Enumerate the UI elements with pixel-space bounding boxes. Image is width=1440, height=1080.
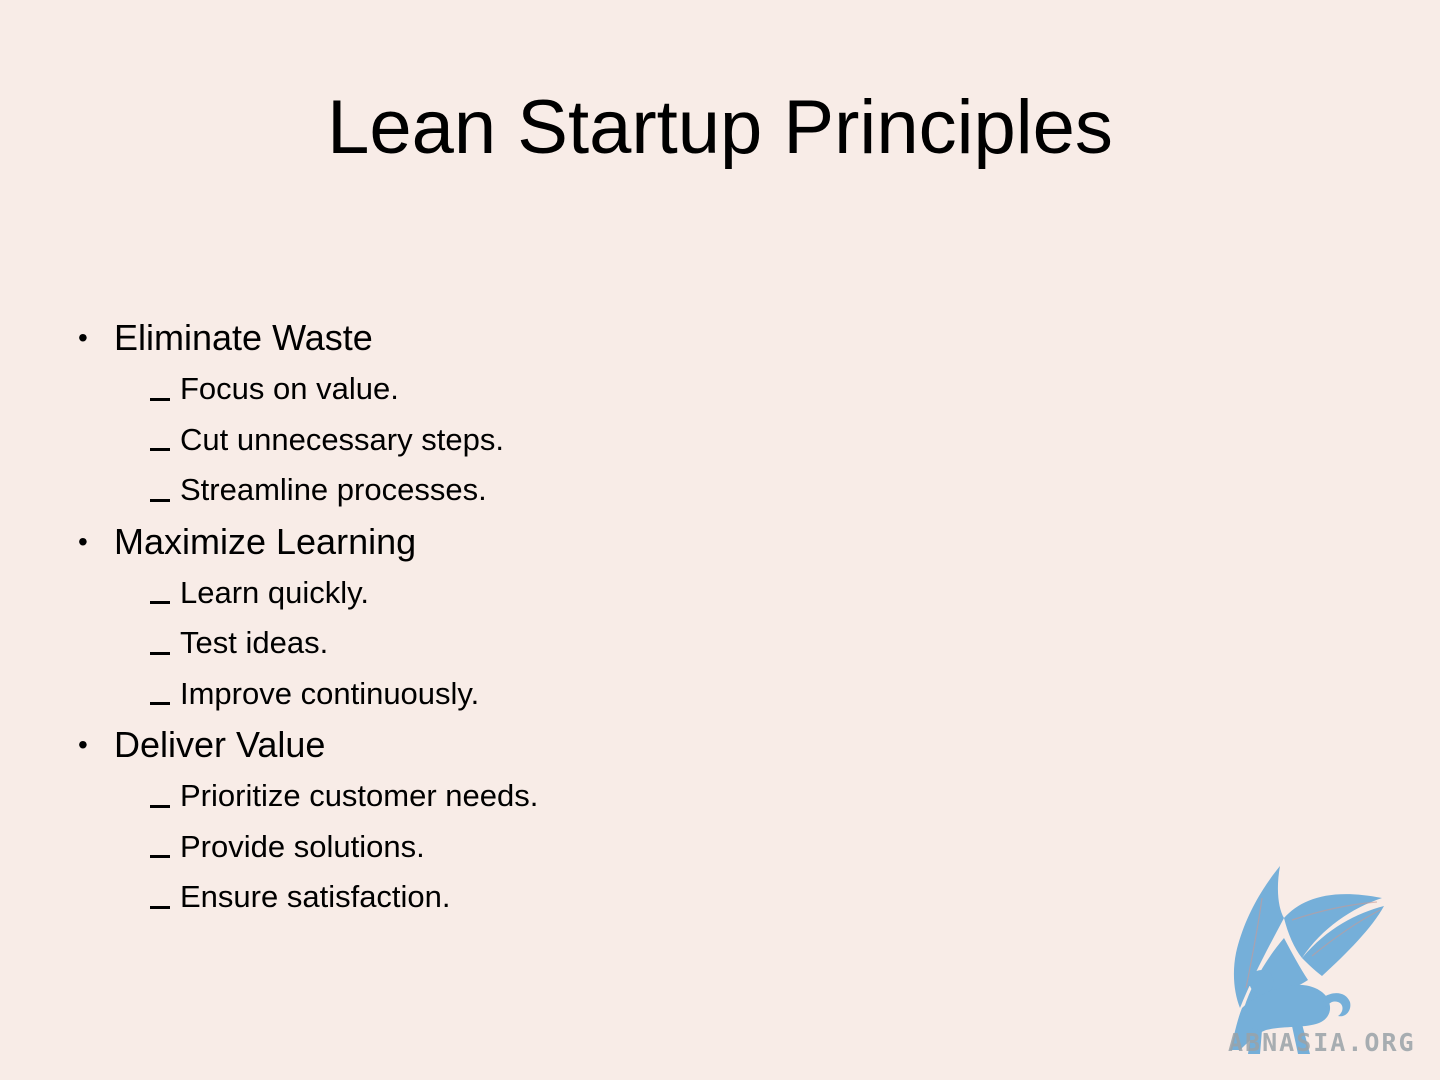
sub-bullet-item: Test ideas. bbox=[78, 618, 978, 669]
sub-bullet-text: Streamline processes. bbox=[180, 472, 487, 508]
dash-icon bbox=[150, 651, 170, 655]
bullet-list: • Eliminate Waste Focus on value. Cut un… bbox=[78, 312, 978, 923]
bullet-icon: • bbox=[78, 322, 88, 353]
sub-bullet-item: Cut unnecessary steps. bbox=[78, 415, 978, 466]
sub-bullet-text: Focus on value. bbox=[180, 371, 399, 407]
sub-bullet-text: Learn quickly. bbox=[180, 574, 369, 610]
bullet-icon: • bbox=[78, 729, 88, 760]
sub-bullet-text: Cut unnecessary steps. bbox=[180, 421, 504, 457]
dash-icon bbox=[150, 498, 170, 502]
sub-bullet-text: Provide solutions. bbox=[180, 828, 425, 864]
dash-icon bbox=[150, 905, 170, 909]
sub-bullet-item: Learn quickly. bbox=[78, 568, 978, 619]
section-maximize-learning: • Maximize Learning Learn quickly. Test … bbox=[78, 516, 978, 720]
watermark-text: ABNASIA.ORG bbox=[1228, 1028, 1416, 1057]
dash-icon bbox=[150, 804, 170, 808]
sub-bullet-text: Test ideas. bbox=[180, 625, 329, 661]
bullet-heading: Eliminate Waste bbox=[114, 317, 373, 358]
slide-title: Lean Startup Principles bbox=[327, 85, 1113, 170]
sub-bullet-text: Ensure satisfaction. bbox=[180, 879, 451, 915]
sub-bullet-item: Streamline processes. bbox=[78, 465, 978, 516]
dash-icon bbox=[150, 397, 170, 401]
section-deliver-value: • Deliver Value Prioritize customer need… bbox=[78, 719, 978, 923]
bullet-item: • Deliver Value bbox=[78, 719, 978, 771]
dash-icon bbox=[150, 601, 170, 605]
sub-bullet-item: Prioritize customer needs. bbox=[78, 771, 978, 822]
sub-bullet-item: Focus on value. bbox=[78, 364, 978, 415]
section-eliminate-waste: • Eliminate Waste Focus on value. Cut un… bbox=[78, 312, 978, 516]
bullet-heading: Maximize Learning bbox=[114, 520, 417, 562]
bullet-heading: Deliver Value bbox=[114, 724, 326, 765]
bullet-item: • Eliminate Waste bbox=[78, 312, 978, 364]
griffin-logo-icon bbox=[1230, 866, 1384, 1054]
sub-bullet-item: Improve continuously. bbox=[78, 669, 978, 720]
sub-bullet-item: Provide solutions. bbox=[78, 822, 978, 873]
sub-bullet-text: Prioritize customer needs. bbox=[180, 778, 539, 814]
sub-bullet-item: Ensure satisfaction. bbox=[78, 872, 978, 923]
bullet-item: • Maximize Learning bbox=[78, 516, 978, 568]
dash-icon bbox=[150, 702, 170, 706]
dash-icon bbox=[150, 855, 170, 859]
bullet-icon: • bbox=[78, 525, 88, 557]
sub-bullet-text: Improve continuously. bbox=[180, 675, 480, 711]
dash-icon bbox=[150, 448, 170, 452]
